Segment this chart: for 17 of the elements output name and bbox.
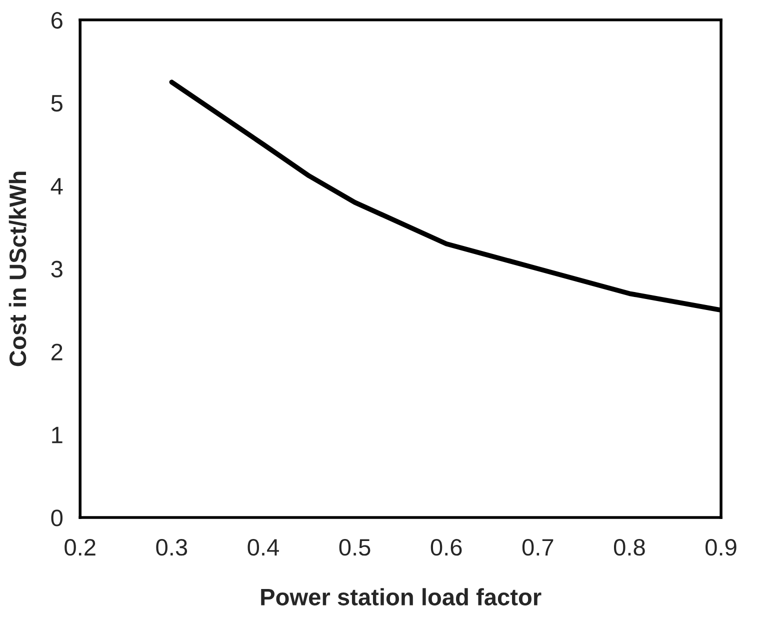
x-tick-label: 0.2 [64,538,96,556]
x-tick-label: 0.8 [614,538,645,556]
x-tick-label: 0.5 [339,538,370,556]
y-tick-label: 4 [50,178,63,194]
y-tick-label: 3 [51,260,62,278]
x-tick-label: 0.7 [522,538,554,556]
y-tick-label: 6 [52,12,62,29]
y-tick-label: 2 [52,344,62,360]
y-axis-title: Cost in USct/kWh [8,172,26,366]
x-tick-label: 0.9 [706,538,736,556]
y-tick-label: 0 [51,510,63,526]
x-tick-label: 0.4 [248,538,279,556]
x-axis-title: Power station load factor [261,588,542,606]
x-tick-label: 0.3 [156,538,188,556]
y-tick-label: 5 [51,95,62,112]
x-tick-label: 0.6 [430,538,462,556]
y-tick-label: 1 [52,426,62,444]
